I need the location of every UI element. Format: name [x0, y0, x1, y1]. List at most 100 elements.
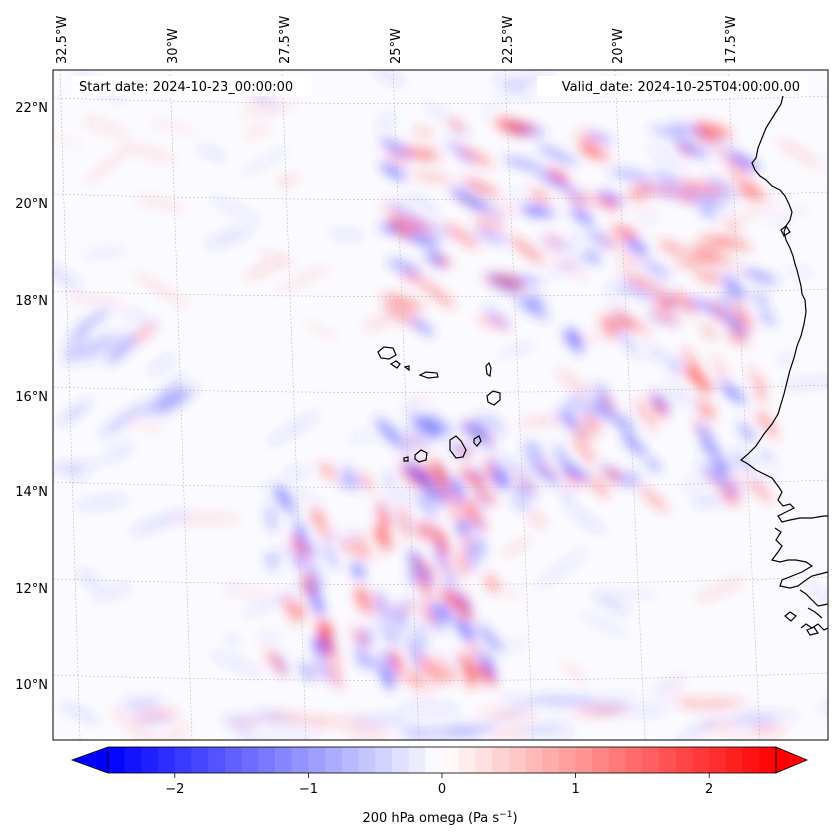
omega-positive-cell	[731, 302, 754, 330]
omega-negative-cell	[521, 205, 545, 216]
omega-negative-cell	[704, 175, 738, 197]
omega-positive-cell	[555, 369, 591, 397]
omega-negative-cell	[349, 716, 415, 725]
valid-date-bg	[537, 76, 808, 96]
omega-positive-cell	[602, 318, 618, 339]
omega-negative-cell	[629, 469, 641, 487]
omega-negative-cell	[63, 330, 90, 357]
omega-negative-cell	[616, 324, 639, 358]
omega-positive-cell	[467, 640, 480, 660]
omega-positive-cell	[679, 258, 700, 268]
omega-positive-cell	[528, 513, 547, 526]
colorbar-band	[258, 747, 276, 773]
omega-positive-cell	[290, 537, 309, 558]
omega-negative-cell	[120, 699, 163, 708]
omega-negative-cell	[724, 388, 746, 403]
colorbar-band	[508, 747, 526, 773]
omega-positive-cell	[342, 539, 354, 554]
omega-positive-cell	[358, 472, 375, 491]
lat-label-16n: 16°N	[15, 390, 48, 405]
omega-positive-cell	[84, 146, 132, 186]
lon-label-20w: 20°W	[611, 28, 626, 64]
omega-negative-cell	[311, 590, 324, 617]
omega-negative-cell	[608, 169, 651, 181]
omega-negative-cell	[738, 421, 756, 443]
omega-negative-cell	[356, 648, 368, 669]
omega-positive-cell	[321, 623, 333, 636]
parallel-line	[53, 576, 828, 585]
omega-negative-cell	[209, 195, 263, 225]
omega-negative-cell	[539, 237, 577, 251]
omega-positive-cell	[698, 405, 716, 420]
omega-positive-cell	[390, 652, 402, 669]
colorbar-band	[642, 747, 660, 773]
island-santiago	[449, 435, 467, 459]
colorbar-band	[208, 747, 226, 773]
omega-positive-cell	[630, 281, 663, 291]
omega-positive-cell	[422, 604, 435, 624]
omega-positive-cell	[715, 237, 752, 250]
parallel-line	[53, 672, 828, 681]
omega-negative-cell	[726, 716, 776, 725]
omega-negative-cell	[103, 443, 134, 462]
omega-negative-cell	[762, 205, 811, 226]
lon-label-30w: 30°W	[166, 28, 181, 64]
omega-negative-cell	[472, 414, 491, 427]
omega-positive-cell	[500, 273, 522, 282]
colorbar-band	[575, 747, 593, 773]
map-plot-area[interactable]	[40, 65, 837, 759]
omega-positive-cell	[439, 589, 451, 601]
island-santa-luzia	[403, 365, 410, 372]
omega-negative-cell	[688, 298, 723, 314]
omega-negative-cell	[422, 101, 454, 123]
omega-negative-cell	[369, 605, 409, 636]
omega-negative-cell	[742, 711, 800, 719]
omega-negative-cell	[600, 592, 661, 597]
omega-negative-cell	[340, 476, 352, 489]
colorbar-bands	[108, 747, 777, 773]
omega-positive-cell	[360, 594, 370, 616]
omega-negative-cell	[106, 333, 139, 365]
omega-negative-cell	[158, 391, 192, 415]
omega-negative-cell	[283, 468, 313, 477]
omega-negative-cell	[625, 237, 648, 256]
omega-positive-cell	[297, 603, 304, 621]
colorbar-band	[659, 747, 677, 773]
omega-positive-cell	[82, 118, 129, 136]
omega-positive-cell	[655, 299, 674, 311]
omega-negative-cell	[567, 397, 598, 419]
omega-positive-cell	[695, 577, 746, 602]
omega-negative-cell	[296, 553, 304, 570]
omega-positive-cell	[484, 275, 526, 290]
omega-positive-cell	[571, 474, 587, 487]
omega-positive-cell	[732, 297, 753, 305]
omega-negative-cell	[398, 704, 463, 711]
omega-negative-cell	[777, 352, 797, 365]
omega-negative-cell	[410, 217, 452, 237]
omega-negative-cell	[652, 171, 685, 189]
omega-positive-cell	[53, 132, 87, 148]
omega-negative-cell	[373, 590, 392, 615]
omega-positive-cell	[419, 520, 429, 541]
omega-negative-cell	[256, 632, 282, 640]
lat-label-10n: 10°N	[15, 678, 48, 693]
omega-negative-cell	[651, 677, 684, 696]
omega-positive-cell	[650, 310, 682, 325]
omega-positive-cell	[130, 271, 191, 307]
omega-negative-cell	[528, 459, 560, 486]
omega-negative-cell	[477, 625, 503, 652]
omega-negative-cell	[79, 248, 129, 258]
omega-negative-cell	[58, 399, 91, 426]
omega-negative-cell	[75, 498, 129, 508]
island-boa-vista	[486, 390, 501, 406]
omega-positive-cell	[693, 122, 733, 138]
omega-positive-cell	[450, 492, 462, 510]
island-sao-vicente	[389, 360, 401, 369]
omega-negative-cell	[665, 295, 677, 310]
omega-negative-cell	[64, 333, 114, 364]
omega-positive-cell	[419, 279, 455, 309]
omega-negative-cell	[223, 634, 242, 646]
omega-positive-cell	[619, 270, 651, 286]
lon-label-22-5w: 22.5°W	[501, 16, 516, 64]
colorbar-band	[442, 747, 460, 773]
